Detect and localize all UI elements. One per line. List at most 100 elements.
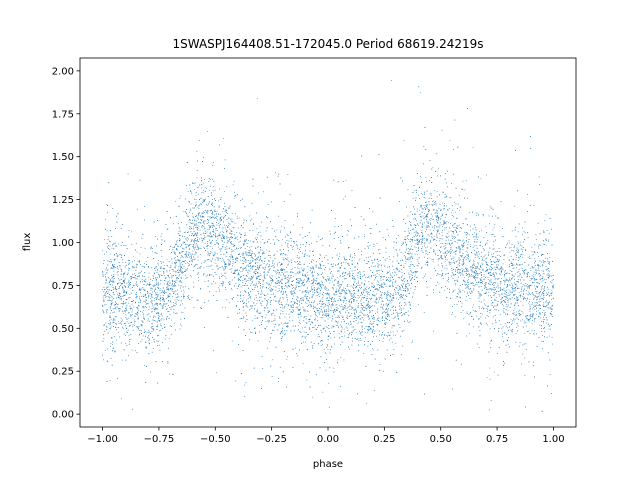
data-point bbox=[453, 216, 454, 218]
data-point bbox=[446, 227, 447, 229]
data-point bbox=[440, 222, 441, 224]
data-point bbox=[504, 362, 506, 364]
data-point bbox=[203, 200, 205, 202]
data-point bbox=[454, 280, 456, 281]
data-point bbox=[460, 188, 462, 190]
data-point bbox=[472, 247, 474, 249]
data-point bbox=[516, 314, 518, 316]
data-point bbox=[298, 273, 300, 275]
data-point bbox=[437, 210, 439, 212]
data-point bbox=[495, 309, 497, 311]
data-point bbox=[257, 278, 259, 279]
data-point bbox=[480, 229, 482, 231]
data-point bbox=[286, 295, 288, 297]
data-point bbox=[342, 273, 344, 275]
data-point bbox=[451, 214, 453, 216]
data-point bbox=[280, 333, 281, 335]
data-point bbox=[530, 269, 532, 271]
data-point bbox=[109, 306, 111, 308]
data-point bbox=[415, 235, 417, 237]
data-point bbox=[435, 240, 437, 242]
data-point bbox=[335, 320, 336, 322]
data-point bbox=[351, 301, 352, 302]
data-point bbox=[446, 288, 448, 290]
data-point bbox=[535, 302, 537, 303]
data-point bbox=[409, 220, 410, 222]
data-point bbox=[341, 328, 343, 330]
data-point bbox=[166, 302, 168, 304]
data-point bbox=[438, 226, 440, 228]
data-point bbox=[483, 293, 485, 294]
data-point bbox=[206, 130, 208, 132]
data-point bbox=[272, 270, 274, 271]
data-point bbox=[439, 237, 441, 239]
data-point bbox=[536, 313, 538, 315]
data-point bbox=[118, 287, 120, 289]
data-point bbox=[230, 241, 232, 242]
data-point bbox=[174, 322, 176, 324]
data-point bbox=[199, 229, 201, 231]
data-point bbox=[374, 279, 375, 281]
data-point bbox=[161, 255, 163, 257]
data-point bbox=[179, 228, 181, 230]
data-point bbox=[183, 297, 185, 299]
data-point bbox=[203, 262, 205, 264]
data-point bbox=[437, 264, 439, 266]
data-point bbox=[358, 280, 359, 282]
data-point bbox=[478, 307, 480, 309]
data-point bbox=[393, 247, 395, 249]
data-point bbox=[396, 330, 398, 332]
data-point bbox=[347, 330, 349, 332]
data-point bbox=[500, 300, 502, 302]
data-point bbox=[175, 265, 177, 267]
data-point bbox=[442, 230, 443, 231]
data-point bbox=[178, 266, 180, 268]
data-point bbox=[329, 367, 331, 369]
data-point bbox=[548, 232, 550, 234]
data-point bbox=[472, 284, 474, 286]
data-point bbox=[331, 327, 333, 329]
data-point bbox=[331, 266, 333, 268]
data-point bbox=[145, 330, 147, 332]
data-point bbox=[295, 286, 297, 288]
data-point bbox=[521, 363, 523, 365]
data-point bbox=[433, 330, 435, 332]
data-point bbox=[285, 303, 287, 305]
data-point bbox=[543, 297, 545, 299]
data-point bbox=[278, 302, 280, 304]
data-point bbox=[185, 244, 186, 245]
data-point bbox=[106, 251, 108, 253]
data-point bbox=[507, 337, 509, 338]
data-point bbox=[195, 243, 197, 244]
data-point bbox=[223, 216, 225, 218]
data-point bbox=[262, 368, 264, 369]
data-point bbox=[500, 287, 502, 289]
data-point bbox=[384, 322, 386, 324]
data-point bbox=[542, 276, 544, 278]
data-point bbox=[330, 279, 332, 281]
data-point bbox=[529, 255, 530, 257]
data-point bbox=[363, 283, 365, 285]
data-point bbox=[534, 252, 536, 254]
data-point bbox=[511, 292, 513, 294]
data-point bbox=[302, 237, 304, 239]
data-point bbox=[266, 326, 268, 328]
data-point bbox=[224, 276, 226, 277]
data-point bbox=[326, 305, 328, 306]
data-point bbox=[390, 302, 392, 304]
data-point bbox=[407, 237, 408, 239]
data-point bbox=[159, 271, 161, 273]
data-point bbox=[283, 329, 285, 331]
data-point bbox=[457, 239, 459, 241]
data-point bbox=[314, 324, 316, 326]
data-point bbox=[198, 238, 200, 240]
data-point bbox=[510, 261, 512, 263]
data-point bbox=[389, 259, 391, 260]
data-point bbox=[507, 343, 509, 345]
data-point bbox=[242, 243, 244, 245]
data-point bbox=[121, 320, 123, 322]
data-point bbox=[219, 285, 221, 287]
data-point bbox=[369, 317, 371, 319]
data-point bbox=[515, 341, 517, 343]
data-point bbox=[360, 216, 362, 218]
